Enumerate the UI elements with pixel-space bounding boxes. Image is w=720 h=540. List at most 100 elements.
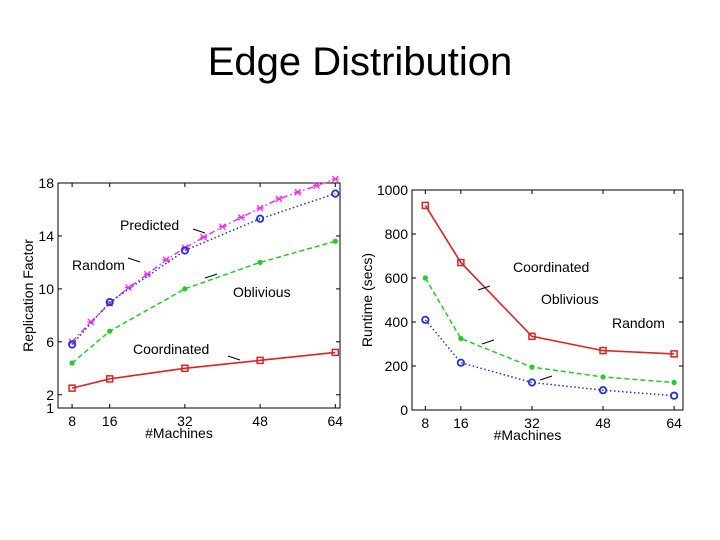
x-tick-label: 8	[68, 413, 76, 429]
data-point	[528, 332, 536, 341]
data-point	[105, 298, 114, 307]
annotation-label: Coordinated	[513, 259, 589, 275]
x-axis-label: #Machines	[145, 425, 213, 441]
data-point	[313, 182, 320, 190]
annotation-arrow	[477, 285, 491, 291]
x-axis-label: #Machines	[494, 427, 562, 443]
x-tick-label: 32	[524, 415, 540, 431]
annotation-label: Predicted	[120, 217, 179, 233]
data-point	[671, 379, 677, 386]
data-point	[421, 201, 430, 210]
y-tick-label: 10	[38, 281, 54, 297]
series-line	[424, 319, 675, 397]
annotation-predicted: Predicted	[120, 217, 206, 234]
series-line	[71, 240, 336, 364]
data-point	[68, 384, 76, 392]
series-coordinated	[421, 201, 678, 358]
chart-right: 8 16 32 48 64 0 200 400 600 800 1000 #Machines Runti…	[359, 182, 684, 443]
data-point	[69, 360, 75, 366]
data-point	[332, 238, 338, 244]
annotation-coordinated: Coordinated	[477, 259, 589, 291]
y-tick-label: 800	[385, 226, 409, 242]
plot-frame	[411, 189, 684, 411]
data-point	[331, 189, 340, 198]
data-point	[68, 340, 77, 349]
annotation-arrow	[481, 339, 495, 345]
x-tick-label: 8	[421, 415, 429, 431]
annotation-label: Random	[612, 315, 665, 331]
annotation-arrow	[192, 228, 206, 234]
data-point	[529, 364, 535, 370]
y-tick-label: 18	[38, 175, 54, 191]
data-point	[670, 350, 678, 358]
series-oblivious	[422, 275, 677, 386]
data-point	[255, 214, 265, 223]
annotation-oblivious: Oblivious	[481, 291, 599, 345]
annotation-label: Oblivious	[541, 291, 599, 307]
y-axis-label: Runtime (secs)	[359, 253, 375, 347]
annotation-coordinated: Coordinated	[133, 341, 241, 361]
data-point	[237, 213, 245, 221]
data-point	[256, 204, 264, 212]
data-point	[256, 356, 264, 365]
x-tick-label: 16	[453, 415, 469, 431]
x-tick-label: 48	[595, 415, 611, 431]
x-tick-label: 48	[252, 413, 268, 429]
series-oblivious	[69, 238, 338, 366]
annotation-arrow	[127, 257, 141, 263]
annotation-label: Coordinated	[133, 341, 209, 357]
data-point	[182, 286, 188, 292]
series-random	[68, 189, 340, 349]
y-tick-label: 200	[385, 358, 409, 374]
series-line	[71, 351, 336, 389]
data-point	[181, 364, 189, 373]
slide-title: Edge Distribution	[207, 40, 513, 84]
data-point	[331, 348, 340, 357]
data-point	[294, 188, 302, 196]
annotation-label: Random	[72, 257, 125, 273]
data-point	[422, 275, 428, 281]
chart-left: 8 16 32 48 64 12 6 10 14 18 #Machines Replication F…	[20, 175, 343, 441]
data-point	[180, 246, 189, 255]
series-line	[71, 178, 336, 343]
data-point	[105, 375, 114, 383]
series-coordinated	[68, 348, 340, 392]
annotation-oblivious: Oblivious	[204, 273, 291, 300]
annotation-arrow	[227, 355, 241, 361]
x-tick-label: 64	[666, 415, 682, 431]
annotation-arrow	[204, 273, 218, 279]
y-tick-label: 6	[46, 334, 54, 350]
y-tick-label: 14	[38, 228, 54, 244]
data-point	[599, 346, 607, 355]
data-point	[331, 175, 339, 183]
y-tick-label: 2	[46, 387, 54, 403]
data-point	[600, 374, 606, 380]
data-point	[219, 223, 226, 231]
data-point	[200, 233, 208, 241]
series-line	[424, 204, 675, 355]
data-point	[107, 328, 113, 334]
annotation-random: Random	[72, 257, 141, 273]
y-axis-label: Replication Factor	[20, 239, 36, 352]
annotation-arrow	[539, 375, 553, 381]
data-point	[458, 335, 464, 342]
data-point	[421, 315, 430, 324]
data-point	[125, 284, 132, 292]
y-tick-label: 600	[385, 270, 409, 286]
annotation-random: Random	[539, 315, 665, 381]
data-point	[275, 195, 283, 203]
y-tick-label: 400	[385, 314, 409, 330]
x-tick-label: 32	[177, 413, 193, 429]
data-point	[457, 258, 465, 267]
plot-frame	[57, 182, 341, 409]
data-point	[257, 259, 263, 266]
data-point	[598, 386, 608, 395]
data-point	[527, 378, 537, 387]
series-random	[421, 315, 679, 400]
y-tick-label: 1	[46, 400, 54, 416]
data-point	[670, 391, 679, 400]
data-point	[162, 256, 170, 264]
x-tick-label: 64	[328, 413, 344, 429]
y-tick-label: 1000	[377, 182, 408, 198]
